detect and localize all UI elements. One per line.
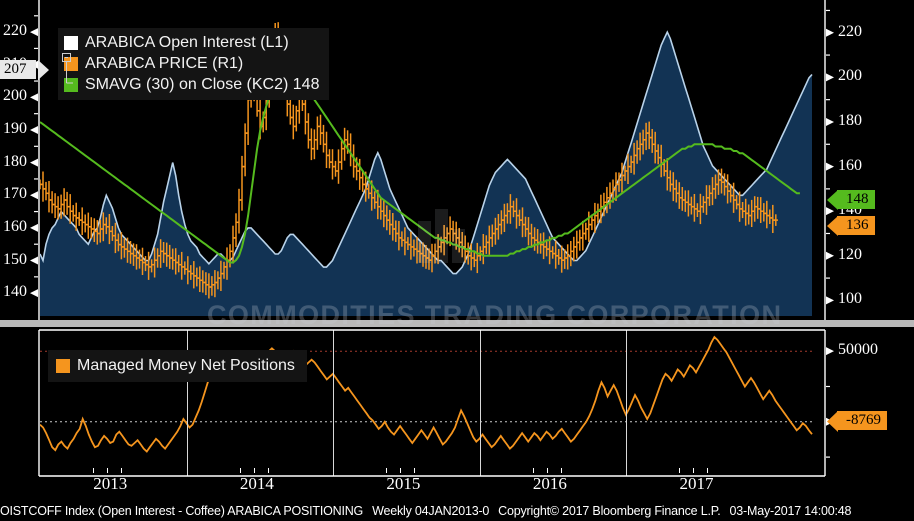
legend-item-arabica-price[interactable]: ARABICA PRICE (R1) [64,53,319,74]
open-interest-value-flag: 207 [0,60,36,79]
x-axis-minor-tick [532,468,534,473]
lower-chart-legend[interactable]: Managed Money Net Positions [48,350,307,382]
net-positions-value-flag: -8769 [837,411,887,430]
axis-tick-label: 180 [3,152,27,170]
axis-tick-label: 180 [838,111,862,129]
price-value-flag: 136 [837,216,875,235]
x-axis-minor-tick [707,468,709,473]
x-axis-gridline [479,330,481,476]
x-axis-year-label: 2015 [386,474,421,493]
x-axis-gridline [626,330,628,476]
axis-tick-label: 100 [838,290,862,308]
status-ticker: OISTCOFF Index (Open Interest - Coffee) … [0,504,364,518]
x-axis-minor-tick [414,468,416,473]
watermark-text: COMMODITIES TRADING CORPORATION [207,300,783,330]
legend-swatch-arabica-price [64,56,78,71]
x-axis-minor-tick [693,468,695,473]
price-flag-pointer-icon [827,216,838,236]
axis-tick-label: 140 [3,283,27,301]
axis-tick-label: 200 [3,87,27,105]
x-axis-year-label: 2013 [93,474,128,493]
axis-tick-label: 160 [838,156,862,174]
net-positions-flag-pointer-icon [827,411,838,432]
horizontal-scrollbar[interactable] [0,494,914,500]
legend-item-open-interest[interactable]: ARABICA Open Interest (L1) [64,32,319,53]
x-axis-gridline [333,330,335,476]
axis-tick-label: 190 [3,120,27,137]
company-logo-icon [418,209,465,263]
legend-swatch-open-interest [64,35,78,50]
x-axis-minor-tick [253,468,255,473]
axis-tick-label: 160 [3,217,27,235]
x-axis-year-label: 2017 [679,474,714,493]
lower-chart-svg [40,335,813,453]
x-axis-minor-tick [107,468,109,473]
smavg-flag-pointer-icon [827,190,838,210]
x-axis-gridline [186,330,188,476]
price-open-interest-panel[interactable] [40,6,824,316]
x-axis-minor-tick [93,468,95,473]
axis-tick-label: 220 [3,22,27,40]
x-axis-minor-tick [121,468,123,473]
x-axis-year-label: 2016 [532,474,567,493]
axis-tick-label: 220 [838,22,862,40]
legend-label-net-positions: Managed Money Net Positions [77,356,295,374]
status-bar: OISTCOFF Index (Open Interest - Coffee) … [0,501,914,521]
status-period: Weekly 04JAN2013-0 [372,504,490,518]
smavg-value-flag: 148 [837,190,875,209]
x-axis-minor-tick [386,468,388,473]
x-axis-minor-tick [560,468,562,473]
legend-tree-expander-icon[interactable] [62,53,75,87]
status-copyright: Copyright© 2017 Bloomberg Finance L.P. [498,504,721,518]
x-axis-year-label: 2014 [239,474,274,493]
legend-label-smavg: SMAVG (30) on Close (KC2) 148 [85,75,320,93]
legend-item-smavg[interactable]: SMAVG (30) on Close (KC2) 148 [64,74,319,95]
open-interest-flag-pointer-icon [38,60,49,80]
legend-swatch-net-positions [56,358,70,373]
legend-label-open-interest: ARABICA Open Interest (L1) [85,33,289,51]
axis-tick-label: 170 [3,185,27,203]
x-axis-minor-tick [679,468,681,473]
status-timestamp: 03-May-2017 14:00:48 [729,504,852,518]
panel-divider [0,320,914,327]
upper-chart-svg [40,22,813,316]
axis-tick-label: 50000 [838,341,878,359]
legend-label-arabica-price: ARABICA PRICE (R1) [85,54,244,72]
legend-swatch-smavg [64,77,78,92]
x-axis-minor-tick [546,468,548,473]
upper-chart-legend[interactable]: ARABICA Open Interest (L1) ARABICA PRICE… [58,28,330,100]
axis-tick-label: 120 [838,245,862,263]
x-axis-minor-tick [400,468,402,473]
legend-item-net-positions[interactable]: Managed Money Net Positions [56,355,295,376]
x-axis-minor-tick [239,468,241,473]
axis-tick-label: 200 [838,67,862,85]
axis-tick-label: 150 [3,250,27,268]
x-axis-minor-tick [267,468,269,473]
